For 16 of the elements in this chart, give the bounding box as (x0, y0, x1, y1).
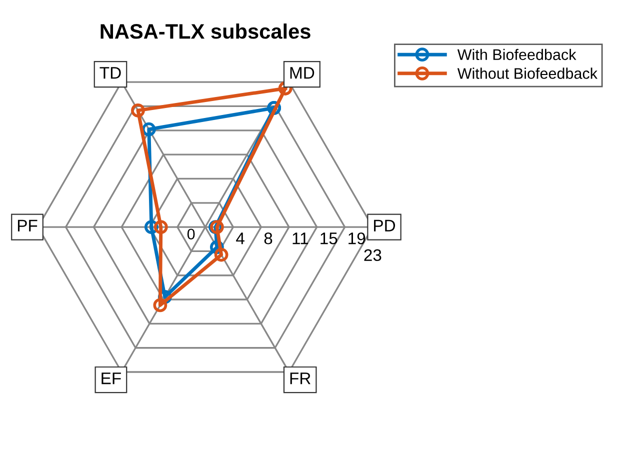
spoke-label: EF (102, 372, 121, 384)
y-tick-label: 0 (187, 228, 195, 240)
y-tick-label: 11 (292, 232, 308, 244)
legend-label: Without Biofeedback (457, 68, 598, 79)
y-tick-label: 4 (236, 232, 244, 244)
chart-title: NASA-TLX subscales (100, 23, 310, 39)
spoke-label: PF (18, 220, 38, 232)
y-tick-label: 8 (264, 232, 272, 244)
spoke-label: TD (100, 67, 121, 79)
spoke-label: MD (290, 67, 314, 79)
legend-label: With Biofeedback (457, 48, 576, 60)
y-tick-label: 19 (348, 232, 366, 244)
spoke-label: FR (290, 372, 310, 384)
spoke-label: PD (374, 220, 396, 232)
y-tick-label: 23 (364, 249, 382, 262)
y-tick-label: 15 (320, 232, 338, 244)
